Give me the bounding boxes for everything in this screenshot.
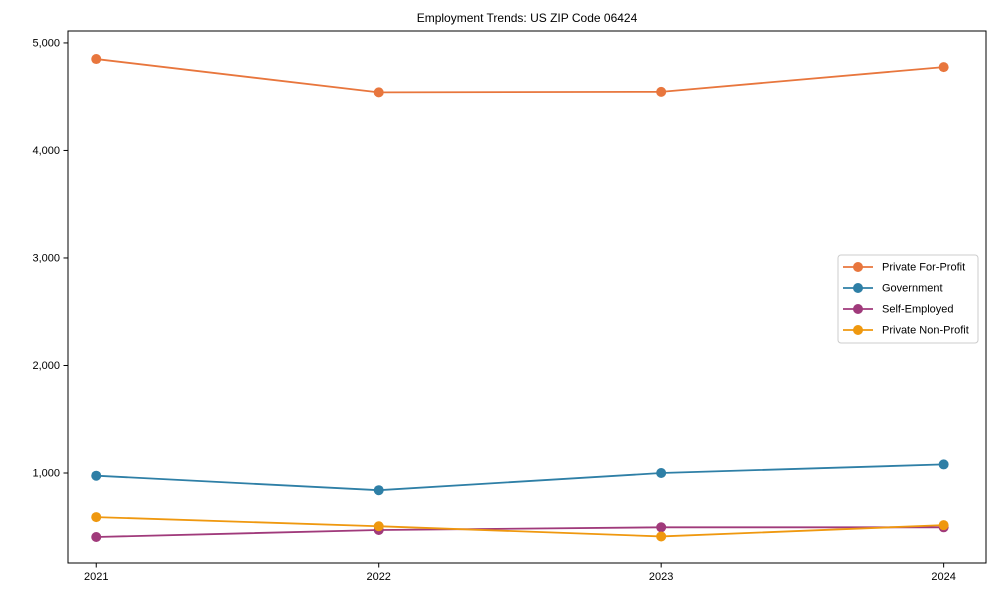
x-tick-label: 2022 [366, 571, 390, 583]
y-tick-label: 5,000 [32, 37, 60, 49]
legend-swatch-marker [853, 283, 863, 293]
y-axis-ticks: 1,000 2,000 3,000 4,000 5,000 [32, 37, 68, 480]
legend-swatch-marker [853, 262, 863, 272]
data-point-private-non-profit-2023 [656, 531, 667, 542]
chart-title: Employment Trends: US ZIP Code 06424 [417, 11, 638, 25]
legend-item-government: Government [843, 283, 943, 295]
series-line-private-non-profit [96, 516, 944, 538]
data-point-private-for-profit-2022 [373, 87, 384, 98]
legend-item-self-employed: Self-Employed [843, 304, 954, 316]
y-tick-label: 4,000 [32, 145, 60, 157]
y-tick-label: 1,000 [32, 468, 60, 480]
x-tick-label: 2024 [931, 571, 955, 583]
legend-item-label: Private For-Profit [882, 262, 965, 274]
legend-item-private-non-profit: Private Non-Profit [843, 325, 969, 337]
data-point-private-for-profit-2021 [91, 54, 102, 65]
legend-swatch-marker [853, 325, 863, 335]
data-point-private-non-profit-2022 [373, 521, 384, 532]
x-tick-label: 2023 [649, 571, 673, 583]
series-line-self-employed [96, 526, 944, 538]
data-point-self-employed-2023 [656, 522, 667, 533]
data-point-self-employed-2021 [91, 531, 102, 542]
data-point-private-for-profit-2024 [938, 62, 949, 73]
y-tick-label: 3,000 [32, 252, 60, 264]
legend-item-label: Private Non-Profit [882, 325, 969, 337]
data-point-government-2024 [938, 459, 949, 470]
legend-item-label: Self-Employed [882, 304, 954, 316]
data-series-group [91, 54, 949, 542]
y-tick-label: 2,000 [32, 360, 60, 372]
data-point-government-2021 [91, 470, 102, 481]
legend-box [837, 254, 979, 344]
series-line-private-for-profit [96, 58, 944, 94]
legend-item-private-for-profit: Private For-Profit [843, 262, 965, 274]
data-point-government-2023 [656, 468, 667, 479]
data-point-government-2022 [373, 485, 384, 496]
legend-swatch-marker [853, 304, 863, 314]
x-tick-label: 2021 [84, 571, 108, 583]
x-axis-ticks: 2021 2022 2023 2024 [84, 563, 956, 583]
plot-frame [67, 30, 987, 564]
data-point-private-for-profit-2023 [656, 86, 667, 97]
data-point-private-non-profit-2021 [91, 512, 102, 523]
data-point-private-non-profit-2024 [938, 520, 949, 531]
legend: Private For-Profit Government Self-Employe… [837, 254, 979, 344]
legend-item-label: Government [882, 283, 943, 295]
series-line-government [96, 463, 944, 492]
